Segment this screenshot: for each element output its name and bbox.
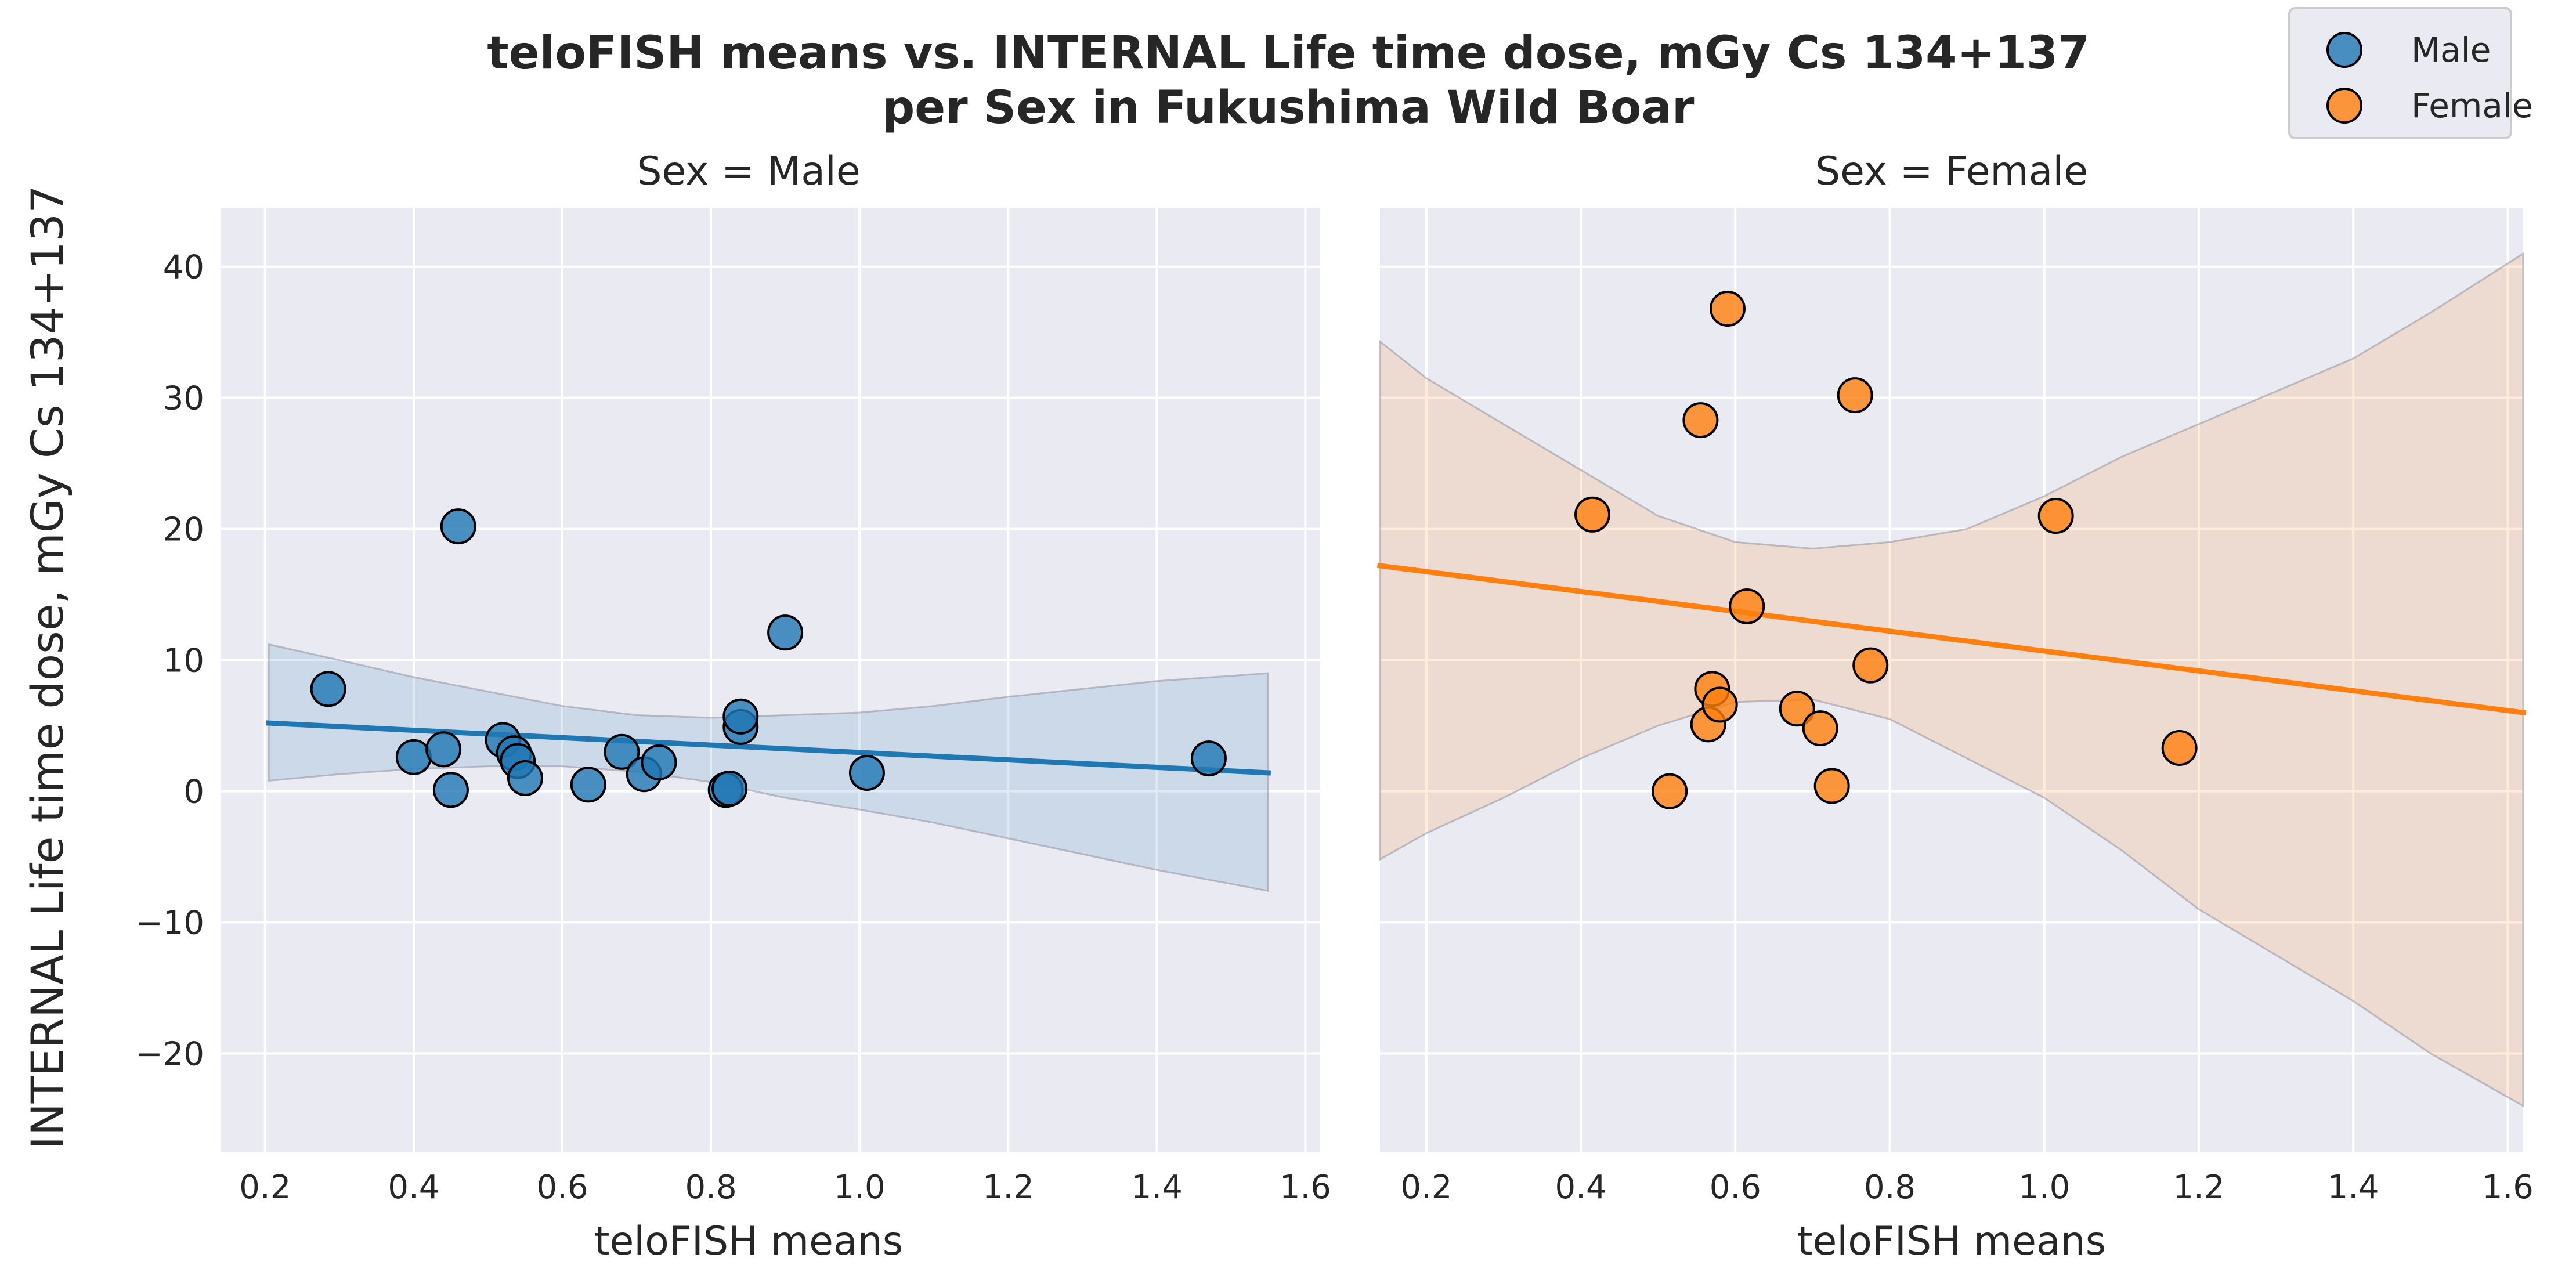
y-tick-label: 30 — [163, 380, 204, 418]
x-tick-label: 0.6 — [536, 1169, 588, 1206]
data-point-female — [2037, 498, 2074, 534]
data-point-male — [570, 767, 606, 803]
data-point-male — [711, 771, 748, 807]
data-point-male — [310, 671, 346, 707]
x-tick-label: 0.2 — [1400, 1169, 1452, 1206]
data-point-male — [848, 754, 885, 791]
x-tick-label: 1.2 — [982, 1169, 1034, 1206]
plot-area-male — [221, 208, 1320, 1152]
x-tick-label: 0.8 — [1864, 1169, 1916, 1206]
chart-title-line-1: teloFISH means vs. INTERNAL Life time do… — [487, 27, 2089, 79]
x-tick-label: 1.2 — [2173, 1169, 2224, 1206]
data-point-male — [1190, 740, 1227, 777]
y-tick-label: 20 — [163, 511, 204, 549]
x-axis-label-female: teloFISH means — [1797, 1219, 2106, 1264]
data-point-female — [1813, 768, 1850, 804]
y-axis-label: INTERNAL Life time dose, mGy Cs 134+137 — [21, 186, 73, 1149]
y-tick-label: 10 — [163, 642, 204, 680]
y-tick-label: −10 — [136, 905, 204, 942]
legend: Male Female — [2288, 7, 2533, 139]
data-point-female — [1779, 691, 1815, 727]
data-point-male — [395, 739, 432, 775]
x-tick-label: 1.0 — [834, 1169, 886, 1206]
x-axis-label-male: teloFISH means — [594, 1219, 903, 1264]
data-point-male — [722, 698, 759, 735]
legend-label-male: Male — [2411, 30, 2491, 70]
data-point-female — [1729, 588, 1765, 624]
confidence-band-female — [1379, 252, 2524, 1108]
plot-area-female — [1380, 208, 2523, 1152]
data-point-male — [767, 614, 804, 651]
data-point-male — [507, 760, 543, 796]
data-point-female — [1802, 710, 1838, 747]
data-point-female — [1852, 647, 1889, 684]
legend-marker-female — [2326, 88, 2362, 124]
data-point-male — [641, 744, 677, 780]
panel-female: Sex = Female teloFISH means 0.2 0.4 0.6 0.8… — [1376, 149, 2534, 1264]
data-point-female — [1652, 773, 1688, 809]
x-tick-label: 1.0 — [2018, 1169, 2070, 1206]
y-tick-label: 40 — [163, 249, 204, 287]
legend-marker-male — [2326, 32, 2362, 68]
y-tick-label: 0 — [183, 773, 204, 811]
data-point-male — [432, 772, 469, 808]
data-point-male — [604, 733, 640, 770]
x-tick-label: 0.4 — [388, 1169, 439, 1206]
x-tick-label: 1.4 — [1131, 1169, 1183, 1206]
x-tick-label: 0.8 — [685, 1169, 737, 1206]
x-tick-label: 1.6 — [1280, 1169, 1331, 1206]
facet-title-male: Sex = Male — [637, 149, 860, 194]
data-point-male — [440, 508, 476, 545]
x-tick-label: 1.4 — [2328, 1169, 2379, 1206]
chart-title-line-2: per Sex in Fukushima Wild Boar — [882, 82, 1695, 134]
legend-label-female: Female — [2411, 86, 2533, 125]
data-point-female — [1837, 377, 1873, 414]
x-tick-label: 0.6 — [1710, 1169, 1761, 1206]
regression-line-female — [1376, 562, 2527, 716]
data-point-female — [1574, 496, 1611, 533]
x-tick-label: 0.4 — [1555, 1169, 1607, 1206]
data-point-female — [1709, 290, 1746, 327]
data-point-female — [1701, 686, 1738, 723]
y-tick-label: −20 — [136, 1036, 204, 1073]
data-point-female — [1682, 402, 1719, 439]
facet-title-female: Sex = Female — [1815, 149, 2088, 194]
data-point-female — [2161, 730, 2198, 767]
panel-male: Sex = Male teloFISH means 0.2 0.4 0.6 0.8 1.… — [136, 149, 1331, 1264]
x-tick-label: 1.6 — [2482, 1169, 2534, 1206]
regression-line-male — [266, 720, 1271, 776]
data-point-male — [425, 731, 462, 768]
x-tick-label: 0.2 — [239, 1169, 291, 1206]
